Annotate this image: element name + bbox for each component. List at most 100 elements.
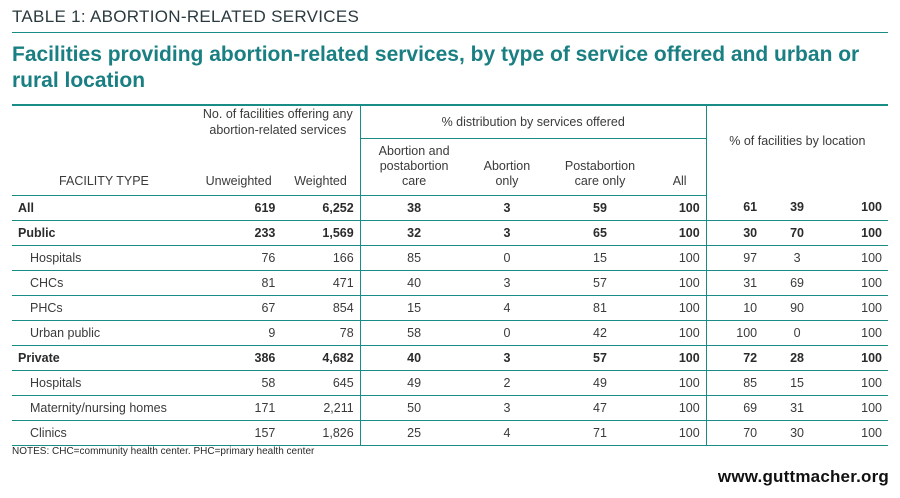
cell-value: 166 [281,245,361,271]
cell-value: 65 [546,220,654,246]
cell-value: 4 [467,295,547,321]
cell-value: 58 [359,320,468,346]
cell-value: 57 [546,345,654,371]
row-label: Clinics [12,420,196,446]
table-row: Maternity/nursing homes 171 2,211 50 3 47 100 6… [12,395,888,421]
cell-value: 3 [467,195,547,221]
cell-value: 645 [281,370,361,396]
cell-value: 40 [359,345,468,371]
row-label: Maternity/nursing homes [12,395,196,421]
cell-value: 100 [653,345,707,371]
cell-value: 25 [359,420,468,446]
cell-value: 85 [359,245,468,271]
table-row: Clinics 157 1,826 25 4 71 100 70 30 100 [12,420,888,446]
row-label: All [12,195,196,221]
header-unweighted: Unweighted [195,138,282,196]
cell-value: 57 [546,270,654,296]
cell-value: 3 [763,245,831,271]
table-row: All 619 6,252 38 3 59 100 61 39 100 [12,195,888,221]
table-row: Hospitals 76 166 85 0 15 100 97 3 100 [12,245,888,271]
header-blank [12,104,196,138]
cell-value: 30 [705,220,764,246]
cell-value: 97 [705,245,764,271]
table-row: PHCs 67 854 15 4 81 100 10 90 100 [12,295,888,321]
cell-value: 30 [763,420,831,446]
cell-value: 471 [281,270,361,296]
cell-value: 0 [763,320,831,346]
cell-value: 100 [653,245,707,271]
cell-value: 61 [705,195,764,221]
cell-value: 100 [830,270,888,296]
cell-value: 100 [830,370,888,396]
cell-value: 78 [281,320,361,346]
cell-value: 100 [653,370,707,396]
header-group-location-text: % of facilities by location [729,133,866,148]
cell-value: 157 [195,420,282,446]
cell-value: 81 [195,270,282,296]
row-label: Hospitals [12,245,196,271]
cell-value: 50 [359,395,468,421]
cell-value: 1,569 [281,220,361,246]
cell-value: 2,211 [281,395,361,421]
cell-value: 100 [830,220,888,246]
cell-value: 71 [546,420,654,446]
header-group-facilities-text: No. of facilities offering any abortion-… [202,107,353,137]
cell-value: 100 [653,395,707,421]
cell-value: 100 [830,320,888,346]
table-kicker: TABLE 1: ABORTION-RELATED SERVICES [12,7,360,26]
cell-value: 81 [546,295,654,321]
cell-value: 100 [830,345,888,371]
cell-value: 40 [359,270,468,296]
cell-value: 39 [763,195,831,221]
cell-value: 67 [195,295,282,321]
cell-value: 70 [763,220,831,246]
row-label: Urban public [12,320,196,346]
row-label: Public [12,220,196,246]
table-row: Public 233 1,569 32 3 65 100 30 70 100 [12,220,888,246]
cell-value: 69 [763,270,831,296]
kicker-rule [12,32,888,33]
cell-value: 15 [359,295,468,321]
cell-value: 100 [653,320,707,346]
header-weighted: Weighted [281,138,361,196]
cell-value: 70 [705,420,764,446]
cell-value: 85 [705,370,764,396]
cell-value: 100 [653,270,707,296]
cell-value: 854 [281,295,361,321]
services-table: No. of facilities offering any abortion-… [12,104,888,446]
cell-value: 2 [467,370,547,396]
cell-value: 76 [195,245,282,271]
table-row: Hospitals 58 645 49 2 49 100 85 15 100 [12,370,888,396]
cell-value: 28 [763,345,831,371]
cell-value: 15 [763,370,831,396]
row-label: PHCs [12,295,196,321]
cell-value: 100 [653,220,707,246]
table-row: Urban public 9 78 58 0 42 100 100 0 100 [12,320,888,346]
cell-value: 3 [467,395,547,421]
cell-value: 31 [705,270,764,296]
cell-value: 10 [705,295,764,321]
cell-value: 100 [653,420,707,446]
cell-value: 0 [467,245,547,271]
cell-value: 3 [467,220,547,246]
header-group-facilities: No. of facilities offering any abortion-… [195,104,361,138]
cell-value: 38 [359,195,468,221]
row-label: CHCs [12,270,196,296]
cell-value: 100 [830,420,888,446]
cell-value: 3 [467,270,547,296]
cell-value: 100 [653,195,707,221]
cell-value: 0 [467,320,547,346]
cell-value: 3 [467,345,547,371]
cell-value: 386 [195,345,282,371]
cell-value: 100 [830,395,888,421]
header-all-distribution: All [653,138,707,196]
header-group-distribution: % distribution by services offered [359,104,707,139]
row-label: Private [12,345,196,371]
cell-value: 100 [830,195,888,221]
header-group-location: % of facilities by location [705,104,888,195]
footer-url: www.guttmacher.org [717,467,889,486]
cell-value: 9 [195,320,282,346]
cell-value: 49 [359,370,468,396]
cell-value: 1,826 [281,420,361,446]
cell-value: 4,682 [281,345,361,371]
